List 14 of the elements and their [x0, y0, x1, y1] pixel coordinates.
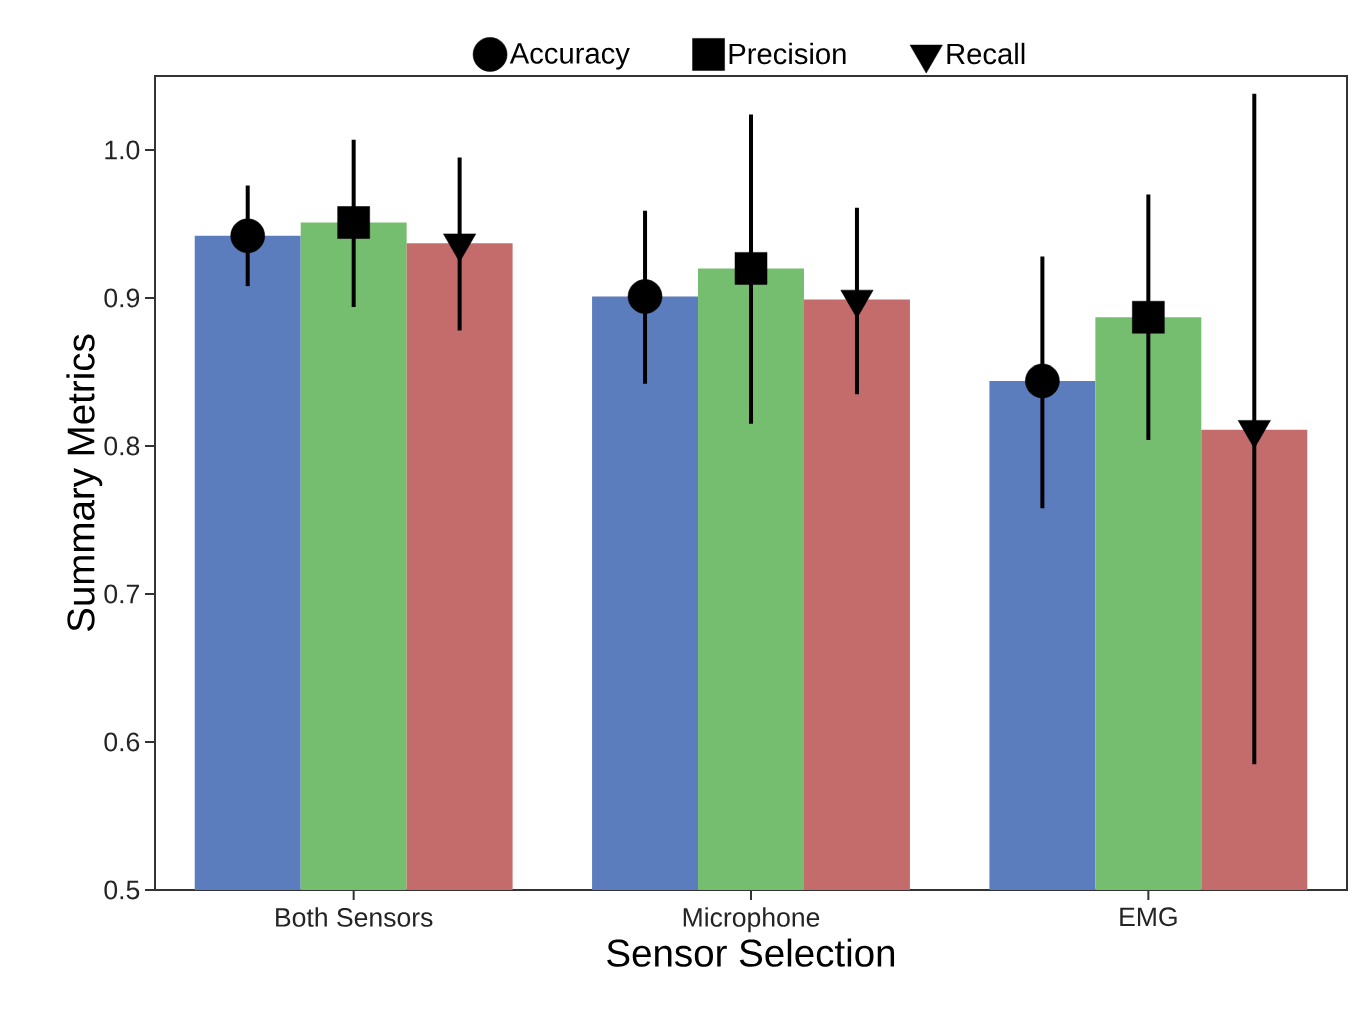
- y-tick-label: 0.6: [104, 732, 140, 752]
- x-tick-label: Microphone: [683, 907, 820, 933]
- y-tick-label: 0.8: [104, 436, 140, 456]
- y-tick-label: 0.9: [104, 288, 140, 308]
- y-axis-title: Summary Metrics: [66, 334, 103, 632]
- y-tick-label: 1.0: [105, 140, 140, 160]
- y-tick-label: 0.7: [104, 584, 139, 604]
- x-tick-label: EMG: [1120, 907, 1177, 927]
- legend-label: Accuracy: [509, 43, 630, 70]
- legend-label: Recall: [947, 42, 1025, 65]
- legend-label: Precision: [729, 42, 846, 65]
- x-axis-title: Sensor Selection: [607, 938, 895, 967]
- x-tick-label: Both Sensors: [276, 907, 433, 927]
- y-tick-label: 0.5: [104, 880, 140, 900]
